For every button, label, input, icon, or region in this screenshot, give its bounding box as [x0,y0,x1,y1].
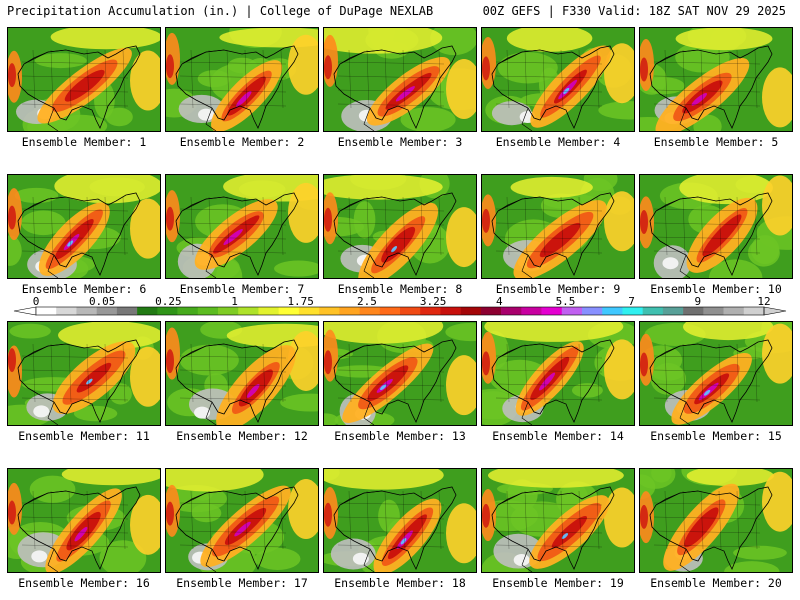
member-label-4: Ensemble Member: 4 [495,135,621,149]
colorbar-swatch [743,307,765,315]
member-map-8 [323,174,477,279]
colorbar-swatch [137,307,158,315]
member-label-2: Ensemble Member: 2 [179,135,305,149]
map-title: Precipitation Accumulation (in.) | Colle… [7,4,434,18]
member-label-11: Ensemble Member: 11 [18,429,150,443]
colorbar-swatch [642,307,664,315]
member-label-12: Ensemble Member: 12 [176,429,308,443]
colorbar-swatch [197,307,219,315]
colorbar-tick-label: 7 [628,295,635,308]
colorbar-tick-label: 5.5 [556,295,576,308]
colorbar-swatch [258,307,279,315]
member-map-9 [481,174,635,279]
member-label-14: Ensemble Member: 14 [492,429,624,443]
colorbar-swatch [561,307,583,315]
colorbar-swatch [521,307,542,315]
colorbar-swatch [238,307,259,315]
colorbar-tick-label: 0.05 [89,295,116,308]
precip-colorbar: 0 0.05 0.25 1 1.75 2.5 3.25 4 5.5 7 9 12 [0,295,800,319]
colorbar-swatch [622,307,643,315]
colorbar-swatch [541,307,563,315]
member-map-14 [481,321,635,426]
colorbar-tick-label: 0 [33,295,40,308]
colorbar-min-arrow [13,306,37,316]
member-label-7: Ensemble Member: 7 [179,282,305,296]
colorbar-swatch [218,307,239,315]
member-map-3 [323,27,477,132]
member-map-7 [165,174,319,279]
colorbar-swatch [96,307,118,315]
colorbar-swatch [157,307,178,315]
member-label-20: Ensemble Member: 20 [650,576,782,590]
colorbar-swatch [36,307,57,315]
member-label-15: Ensemble Member: 15 [650,429,782,443]
colorbar-tick-label: 1.75 [287,295,314,308]
colorbar-swatch [359,307,381,315]
colorbar-swatch [56,307,77,315]
member-map-6 [7,174,161,279]
member-map-15 [639,321,793,426]
colorbar-swatch [440,307,461,315]
member-label-13: Ensemble Member: 13 [334,429,466,443]
colorbar-swatch [602,307,623,315]
colorbar-swatch [177,307,199,315]
member-label-16: Ensemble Member: 16 [18,576,150,590]
member-map-4 [481,27,635,132]
colorbar-tick-label: 2.5 [357,295,377,308]
run-valid-time: 00Z GEFS | F330 Valid: 18Z SAT NOV 29 20… [482,4,786,18]
colorbar-swatch [460,307,482,315]
colorbar-swatch [703,307,724,315]
member-map-17 [165,468,319,573]
member-label-18: Ensemble Member: 18 [334,576,466,590]
member-map-11 [7,321,161,426]
colorbar-tick-label: 9 [694,295,701,308]
colorbar-swatch [662,307,684,315]
member-label-17: Ensemble Member: 17 [176,576,308,590]
member-label-10: Ensemble Member: 10 [650,282,782,296]
member-label-5: Ensemble Member: 5 [653,135,779,149]
member-label-8: Ensemble Member: 8 [337,282,463,296]
colorbar-tick-label: 12 [757,295,770,308]
colorbar-swatch [298,307,320,315]
member-label-9: Ensemble Member: 9 [495,282,621,296]
colorbar-swatch [501,307,522,315]
member-map-19 [481,468,635,573]
colorbar-swatch [683,307,704,315]
member-label-3: Ensemble Member: 3 [337,135,463,149]
colorbar-swatch [723,307,745,315]
colorbar-swatch [379,307,401,315]
member-label-6: Ensemble Member: 6 [21,282,147,296]
member-label-1: Ensemble Member: 1 [21,135,147,149]
member-map-13 [323,321,477,426]
member-map-18 [323,468,477,573]
colorbar-swatch [400,307,421,315]
colorbar-swatch [420,307,441,315]
member-map-20 [639,468,793,573]
colorbar-tick-label: 3.25 [420,295,447,308]
member-map-2 [165,27,319,132]
member-label-19: Ensemble Member: 19 [492,576,624,590]
colorbar-swatch [278,307,300,315]
colorbar-swatch [319,307,340,315]
member-map-1 [7,27,161,132]
colorbar-swatch [582,307,603,315]
colorbar-tick-label: 0.25 [155,295,182,308]
colorbar-tick-label: 1 [231,295,238,308]
colorbar-tick-label: 4 [496,295,503,308]
colorbar-swatch [116,307,138,315]
colorbar-swatch [76,307,97,315]
member-map-12 [165,321,319,426]
member-map-5 [639,27,793,132]
colorbar-swatch [339,307,360,315]
member-map-16 [7,468,161,573]
colorbar-swatch [480,307,502,315]
member-map-10 [639,174,793,279]
colorbar-max-arrow [763,306,787,316]
